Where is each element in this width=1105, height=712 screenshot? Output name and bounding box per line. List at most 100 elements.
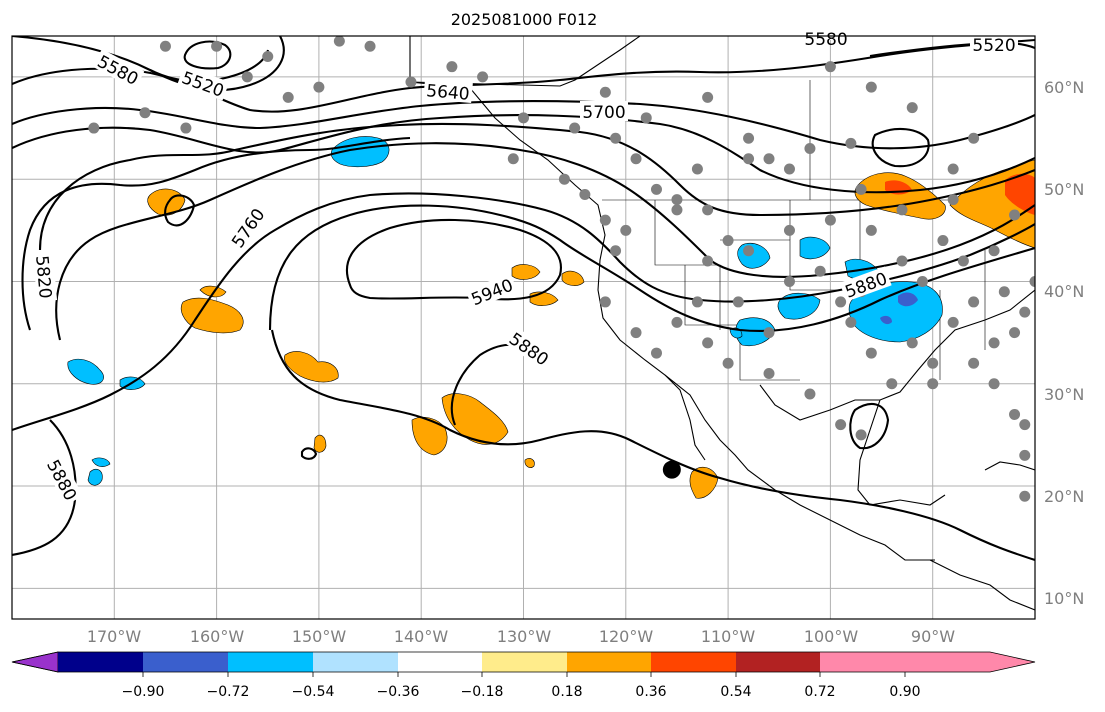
station-marker — [662, 460, 681, 479]
station-dot — [763, 153, 775, 165]
contour-label: 5580 — [804, 30, 847, 50]
positive-anomaly-regions — [147, 159, 1035, 499]
colorbar-tick-label: 0.72 — [804, 684, 835, 700]
station-dots — [88, 36, 1035, 502]
station-dot — [671, 194, 683, 206]
colorbar-segment — [567, 652, 651, 672]
colorbar-tick-label: −0.18 — [461, 684, 504, 700]
colorbar-tick-label: 0.54 — [720, 684, 751, 700]
lat-tick-label: 20°N — [1044, 487, 1084, 506]
lat-tick-label: 60°N — [1044, 78, 1084, 97]
lon-tick-label: 120°W — [599, 627, 654, 646]
station-dot — [477, 71, 489, 83]
station-dot — [722, 235, 734, 247]
station-dot — [855, 429, 867, 441]
station-dot — [630, 153, 642, 165]
station-dot — [620, 224, 632, 236]
lat-tick-label: 40°N — [1044, 282, 1084, 301]
station-dot — [845, 316, 857, 328]
station-dot — [968, 357, 980, 369]
colorbar-segment — [228, 652, 313, 672]
contour-label: 5700 — [582, 103, 625, 123]
station-dot — [743, 153, 755, 165]
station-dot — [968, 296, 980, 308]
colorbar-tick-label: −0.90 — [122, 684, 165, 700]
station-dot — [558, 173, 570, 185]
lon-tick-label: 160°W — [190, 627, 245, 646]
station-dot — [845, 137, 857, 149]
station-dot — [702, 91, 714, 103]
contour-label: 5520 — [972, 36, 1015, 56]
station-dot — [783, 163, 795, 175]
station-dot — [241, 71, 253, 83]
station-dot — [824, 61, 836, 73]
station-dot — [702, 204, 714, 216]
colorbar-tick-label: −0.36 — [377, 684, 420, 700]
station-dot — [569, 122, 581, 134]
station-dot — [405, 76, 417, 88]
station-dot — [916, 275, 928, 287]
station-dot — [180, 122, 192, 134]
station-dot — [722, 357, 734, 369]
negative-anomaly-regions — [67, 136, 943, 486]
station-dot — [804, 388, 816, 400]
lat-tick-label: 30°N — [1044, 385, 1084, 404]
lon-tick-label: 110°W — [701, 627, 756, 646]
station-dot — [691, 296, 703, 308]
station-dot — [855, 183, 867, 195]
lon-tick-label: 140°W — [394, 627, 449, 646]
longitude-ticks: 170°W 160°W 150°W 140°W 130°W 120°W 110°… — [87, 627, 955, 646]
station-dot — [1009, 327, 1021, 339]
station-dot — [783, 275, 795, 287]
strong-negative-anomaly-regions — [880, 292, 918, 325]
station-dot — [650, 183, 662, 195]
station-dot — [211, 40, 223, 52]
station-dot — [671, 316, 683, 328]
station-dot — [835, 296, 847, 308]
station-dot — [947, 316, 959, 328]
station-dot — [763, 368, 775, 380]
colorbar-segment — [482, 652, 567, 672]
station-dot — [518, 112, 529, 124]
station-dot — [702, 255, 714, 267]
station-dot — [159, 40, 171, 52]
colorbar-extend-right — [905, 652, 1035, 672]
station-dot — [896, 204, 908, 216]
station-dot — [364, 40, 376, 52]
station-dot — [743, 132, 755, 144]
station-dot — [671, 204, 683, 216]
lon-tick-label: 100°W — [804, 627, 859, 646]
station-dot — [599, 296, 611, 308]
station-dot — [865, 224, 877, 236]
station-dot — [988, 378, 1000, 390]
lon-tick-label: 130°W — [497, 627, 552, 646]
station-dot — [906, 337, 918, 349]
station-dot — [599, 86, 611, 98]
figure-title: 2025081000 F012 — [450, 10, 598, 29]
station-dot — [814, 265, 826, 277]
station-dot — [732, 296, 744, 308]
station-dot — [333, 36, 345, 47]
station-dot — [139, 107, 151, 119]
station-dot — [1029, 275, 1035, 287]
station-dot — [1009, 408, 1021, 420]
station-dot — [262, 50, 274, 62]
station-dot — [783, 224, 795, 236]
station-dot — [507, 153, 519, 165]
map-frame — [11, 35, 1036, 620]
station-dot — [743, 245, 755, 257]
station-dot — [988, 337, 1000, 349]
station-dot — [763, 327, 775, 339]
colorbar-segment — [820, 652, 905, 672]
station-dot — [865, 81, 877, 93]
colorbar: −0.90 −0.72 −0.54 −0.36 −0.18 0.18 0.36 … — [11, 651, 1036, 700]
station-dot — [1019, 419, 1031, 431]
lon-tick-label: 90°W — [911, 627, 955, 646]
coastlines — [409, 36, 1035, 611]
colorbar-segment — [58, 652, 143, 672]
lat-tick-label: 50°N — [1044, 180, 1084, 199]
station-dot — [824, 214, 836, 226]
station-dot — [1019, 449, 1031, 461]
station-dot — [947, 163, 959, 175]
